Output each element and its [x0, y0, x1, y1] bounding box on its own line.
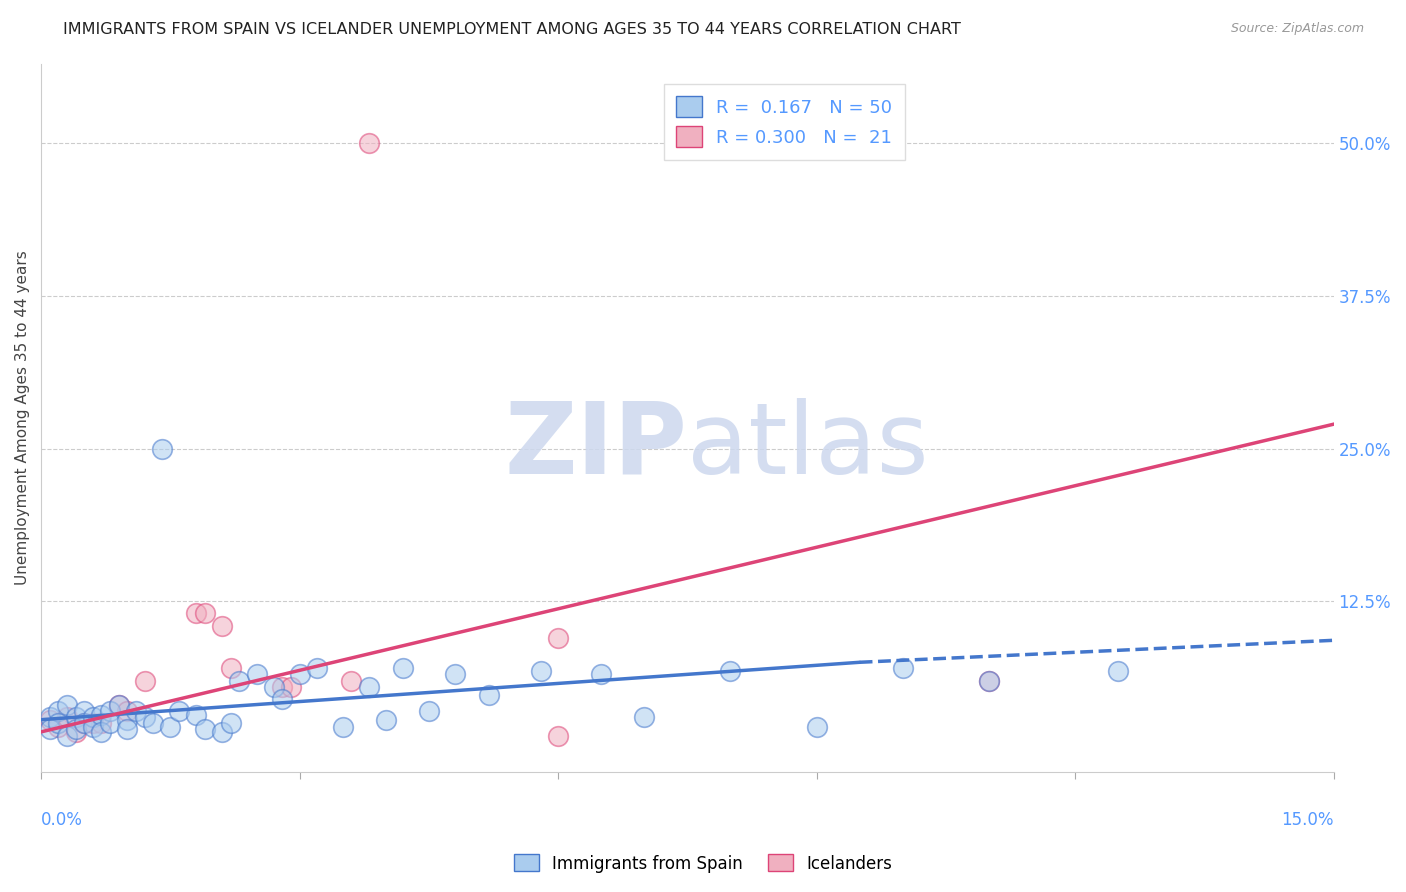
Point: [159, 720, 181, 734]
Point: [142, 716, 165, 731]
Point: [245, 667, 267, 681]
Text: ZIP: ZIP: [505, 398, 688, 495]
Point: [98, 716, 121, 731]
Point: [211, 618, 233, 632]
Text: Source: ZipAtlas.com: Source: ZipAtlas.com: [1230, 22, 1364, 36]
Point: [90, 707, 112, 722]
Point: [194, 723, 217, 737]
Point: [478, 688, 501, 702]
Point: [82, 720, 104, 734]
Point: [1107, 664, 1129, 678]
Point: [219, 661, 242, 675]
Point: [530, 664, 553, 678]
Point: [117, 723, 139, 737]
Point: [65, 723, 87, 737]
Point: [547, 631, 569, 645]
Point: [211, 724, 233, 739]
Text: 15.0%: 15.0%: [1281, 811, 1333, 829]
Legend: Immigrants from Spain, Icelanders: Immigrants from Spain, Icelanders: [508, 847, 898, 880]
Point: [547, 729, 569, 743]
Text: 0.0%: 0.0%: [41, 811, 83, 829]
Point: [374, 713, 396, 727]
Point: [73, 704, 96, 718]
Point: [340, 673, 363, 688]
Point: [107, 698, 129, 712]
Point: [134, 673, 156, 688]
Point: [891, 661, 914, 675]
Point: [194, 607, 217, 621]
Point: [806, 720, 828, 734]
Text: IMMIGRANTS FROM SPAIN VS ICELANDER UNEMPLOYMENT AMONG AGES 35 TO 44 YEARS CORREL: IMMIGRANTS FROM SPAIN VS ICELANDER UNEMP…: [63, 22, 962, 37]
Point: [38, 723, 60, 737]
Point: [228, 673, 250, 688]
Point: [633, 710, 655, 724]
Point: [107, 698, 129, 712]
Point: [271, 692, 294, 706]
Point: [718, 664, 741, 678]
Point: [117, 704, 139, 718]
Text: atlas: atlas: [688, 398, 929, 495]
Point: [65, 724, 87, 739]
Point: [90, 724, 112, 739]
Point: [977, 673, 1000, 688]
Point: [82, 716, 104, 731]
Legend: R =  0.167   N = 50, R = 0.300   N =  21: R = 0.167 N = 50, R = 0.300 N = 21: [664, 84, 904, 160]
Point: [288, 667, 311, 681]
Point: [90, 716, 112, 731]
Point: [305, 661, 328, 675]
Point: [271, 680, 294, 694]
Point: [591, 667, 613, 681]
Point: [117, 713, 139, 727]
Y-axis label: Unemployment Among Ages 35 to 44 years: Unemployment Among Ages 35 to 44 years: [15, 251, 30, 585]
Point: [186, 607, 208, 621]
Point: [134, 710, 156, 724]
Point: [167, 704, 190, 718]
Point: [73, 716, 96, 731]
Point: [56, 729, 79, 743]
Point: [38, 713, 60, 727]
Point: [418, 704, 440, 718]
Point: [357, 136, 380, 151]
Point: [125, 704, 148, 718]
Point: [263, 680, 285, 694]
Point: [46, 716, 69, 731]
Point: [443, 667, 465, 681]
Point: [150, 442, 173, 456]
Point: [82, 710, 104, 724]
Point: [280, 680, 302, 694]
Point: [56, 710, 79, 724]
Point: [38, 710, 60, 724]
Point: [46, 704, 69, 718]
Point: [332, 720, 354, 734]
Point: [73, 716, 96, 731]
Point: [46, 720, 69, 734]
Point: [357, 680, 380, 694]
Point: [56, 698, 79, 712]
Point: [65, 710, 87, 724]
Point: [219, 716, 242, 731]
Point: [98, 704, 121, 718]
Point: [186, 707, 208, 722]
Point: [977, 673, 1000, 688]
Point: [392, 661, 415, 675]
